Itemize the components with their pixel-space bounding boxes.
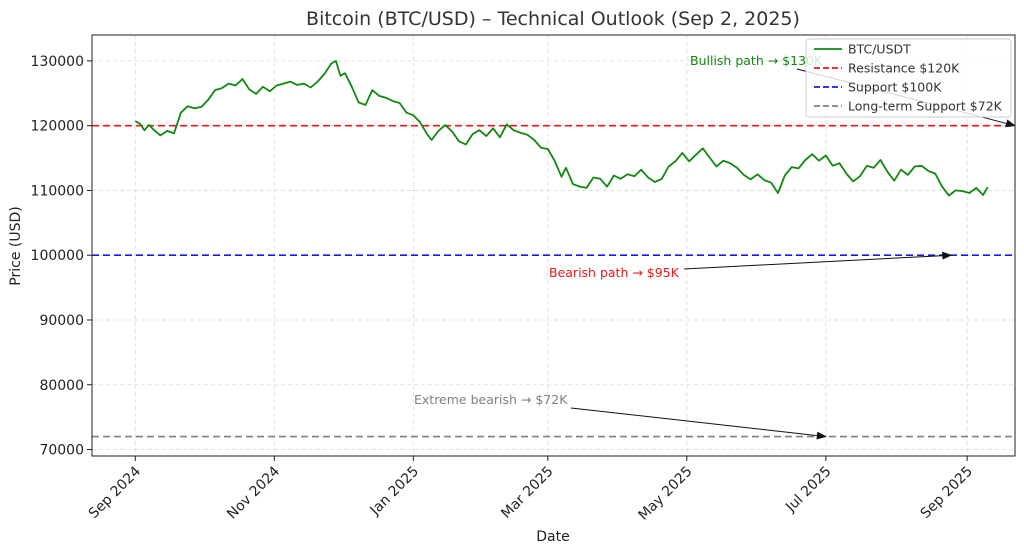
reference-lines (92, 124, 1015, 438)
plot-area-frame (91, 34, 1016, 457)
y-tick-label: 100000 (31, 248, 84, 264)
x-tick-label: Jan 2025 (367, 464, 423, 520)
legend: BTC/USDT Resistance $120K Support $100K Lon… (805, 38, 1012, 118)
annotation-arrow (683, 251, 953, 270)
legend-entry-label: Support $100K (848, 80, 942, 95)
legend-entry-label: Long-term Support $72K (848, 99, 1003, 114)
x-tick-label: Sep 2024 (86, 463, 144, 521)
annotation-label: Extreme bearish → $72K (414, 392, 568, 407)
series-line-btc-usdt (134, 60, 989, 197)
axis-ticks: 70000 80000 90000 100000 110000 120000 130000 S… (31, 54, 976, 524)
legend-entry-label: Resistance $120K (848, 61, 960, 76)
annotation-label: Bullish path → $130K (690, 53, 823, 68)
x-tick-label: Mar 2025 (498, 464, 556, 522)
chart-title: Bitcoin (BTC/USD) – Technical Outlook (S… (306, 8, 800, 30)
x-axis-label: Date (536, 529, 569, 545)
y-tick-label: 90000 (39, 313, 84, 329)
y-tick-label: 80000 (39, 378, 84, 394)
y-tick-label: 130000 (31, 54, 84, 70)
x-tick-label: Nov 2024 (224, 463, 283, 522)
annotations: Bullish path → $130K Bearish path → $95K E… (414, 53, 1016, 440)
legend-entry-label: BTC/USDT (848, 42, 911, 57)
y-tick-label: 120000 (31, 119, 84, 135)
x-tick-label: Jul 2025 (782, 464, 834, 516)
annotation-arrow (570, 407, 827, 440)
x-tick-label: Sep 2025 (918, 464, 976, 522)
x-tick-label: May 2025 (636, 464, 696, 524)
y-tick-label: 70000 (39, 443, 84, 459)
y-axis-label: Price (USD) (8, 206, 24, 285)
y-tick-label: 110000 (31, 183, 84, 199)
series (134, 60, 989, 197)
annotation-label: Bearish path → $95K (549, 265, 680, 280)
legend-box (805, 38, 1012, 118)
